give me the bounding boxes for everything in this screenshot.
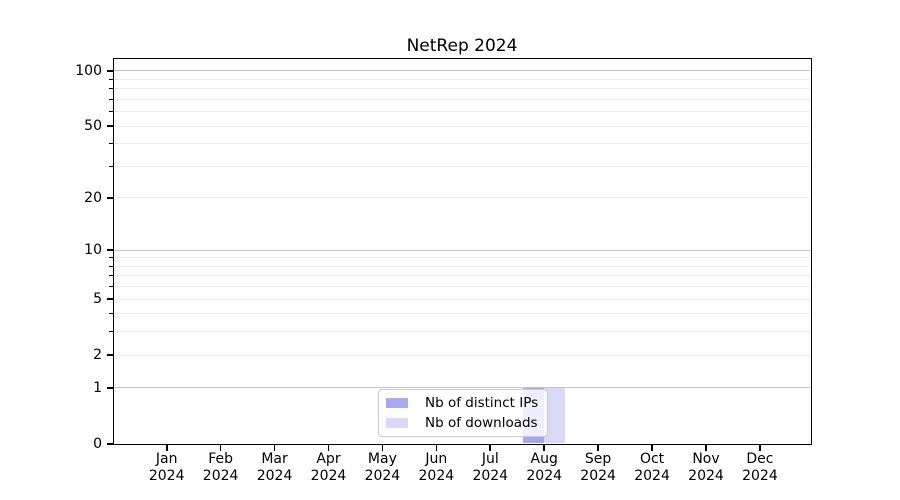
x-axis-tick: [489, 445, 492, 451]
minor-gridline: [114, 88, 810, 90]
y-axis-minor-tick: [109, 111, 113, 113]
major-gridline: [114, 387, 810, 389]
minor-gridline: [114, 165, 810, 167]
minor-gridline: [114, 197, 810, 199]
y-axis-tick-label: 1: [93, 379, 102, 396]
legend-swatch-distinct-ips: [386, 398, 408, 408]
y-axis-tick: [106, 443, 113, 445]
x-axis-tick-label: Sep 2024: [580, 451, 616, 484]
minor-gridline: [114, 265, 810, 267]
x-axis-tick-label: Jan 2024: [148, 451, 185, 484]
chart-title: NetRep 2024: [406, 36, 518, 56]
minor-gridline: [114, 313, 810, 315]
y-axis-tick: [106, 69, 113, 72]
y-axis-tick: [106, 196, 113, 199]
minor-gridline: [114, 298, 810, 300]
y-axis-minor-tick: [109, 165, 113, 167]
x-axis-tick-label: Apr 2024: [310, 451, 347, 484]
minor-gridline: [114, 98, 810, 100]
legend-swatch-downloads: [386, 418, 408, 428]
y-axis-minor-tick: [109, 257, 113, 259]
y-axis-minor-tick: [109, 78, 113, 80]
x-axis-tick: [219, 445, 222, 451]
minor-gridline: [114, 275, 810, 277]
minor-gridline: [114, 331, 810, 333]
minor-gridline: [114, 78, 810, 80]
y-axis-tick: [106, 354, 113, 356]
x-axis-tick: [435, 445, 438, 451]
minor-gridline: [114, 257, 810, 259]
y-axis-tick: [106, 387, 113, 389]
y-axis-minor-tick: [109, 143, 113, 145]
major-gridline: [114, 249, 810, 251]
legend: Nb of distinct IPs Nb of downloads: [378, 389, 548, 437]
major-gridline: [114, 70, 810, 72]
minor-gridline: [114, 354, 810, 356]
x-axis-tick: [165, 445, 168, 451]
y-axis-tick: [106, 249, 113, 251]
x-axis-tick-label: Aug 2024: [526, 451, 563, 484]
x-axis-tick: [327, 445, 330, 451]
y-axis-minor-tick: [109, 331, 113, 333]
y-axis-minor-tick: [109, 286, 113, 288]
y-axis-minor-tick: [109, 275, 113, 277]
y-axis-minor-tick: [109, 98, 113, 100]
y-axis-tick-label: 20: [84, 189, 102, 206]
x-axis-tick: [759, 445, 761, 451]
minor-gridline: [114, 286, 810, 288]
y-axis-tick-label: 100: [75, 62, 102, 79]
x-axis-tick-label: Feb 2024: [202, 451, 239, 484]
x-axis-tick-label: Nov 2024: [688, 451, 724, 484]
legend-entry-distinct-ips: Nb of distinct IPs: [379, 394, 547, 411]
minor-gridline: [114, 111, 810, 113]
y-axis-tick-label: 50: [84, 118, 102, 135]
x-axis-tick-label: May 2024: [364, 451, 401, 484]
y-axis-tick-label: 0: [93, 436, 102, 452]
x-axis-tick-label: Dec 2024: [742, 451, 778, 484]
minor-gridline: [114, 125, 810, 127]
y-axis-minor-tick: [109, 265, 113, 267]
y-axis-tick-label: 2: [93, 347, 102, 364]
x-axis-tick-label: Mar 2024: [256, 451, 293, 484]
y-axis-tick: [106, 125, 113, 127]
legend-entry-downloads: Nb of downloads: [379, 414, 547, 431]
bar-nb-of-downloads: [544, 387, 566, 443]
y-axis-minor-tick: [109, 313, 113, 315]
x-axis-tick: [651, 445, 653, 451]
x-axis-tick: [273, 445, 276, 451]
x-axis-tick: [381, 445, 384, 451]
x-axis-tick: [705, 445, 707, 451]
y-axis-tick: [106, 298, 113, 300]
y-axis-tick-label: 10: [84, 242, 102, 259]
x-axis-tick: [597, 445, 599, 451]
x-axis-tick-label: Oct 2024: [634, 451, 670, 484]
y-axis-tick-label: 5: [93, 291, 102, 308]
legend-label-downloads: Nb of downloads: [425, 414, 538, 431]
legend-label-distinct-ips: Nb of distinct IPs: [425, 394, 539, 411]
x-axis-tick: [543, 445, 546, 451]
minor-gridline: [114, 143, 810, 145]
x-axis-tick-label: Jun 2024: [418, 451, 455, 484]
y-axis-minor-tick: [109, 88, 113, 90]
x-axis-tick-label: Jul 2024: [472, 451, 509, 484]
